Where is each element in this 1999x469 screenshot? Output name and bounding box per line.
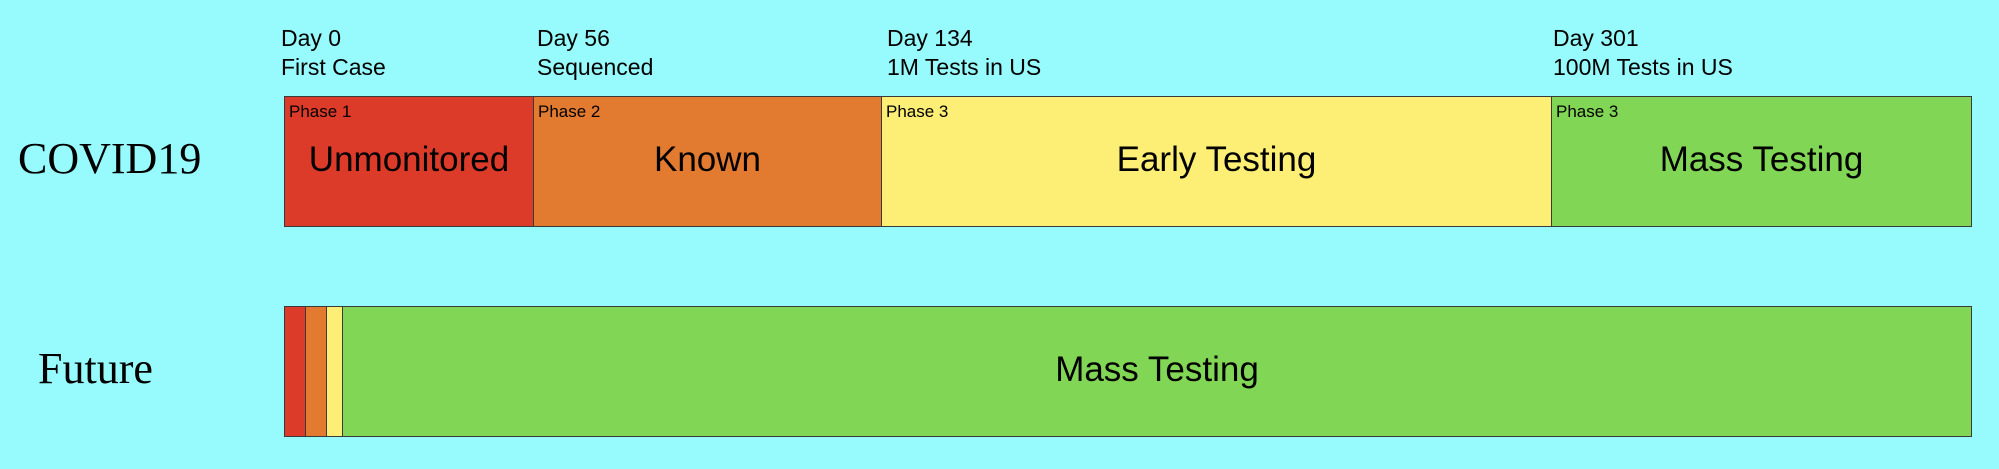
milestone-event-label: First Case [281,54,386,80]
future-timeline-bar: Mass Testing [284,306,1972,437]
milestone-day-label: Day 56 [537,25,610,51]
phase-tag: Phase 3 [886,102,949,121]
phase-name: Early Testing [1116,140,1317,179]
phase-tag: Phase 3 [1556,102,1619,121]
phase-segment-known [306,307,327,436]
phase-name: Mass Testing [1055,350,1259,389]
milestone-day-label: Day 0 [281,25,342,51]
milestone-day-label: Day 301 [1553,25,1639,51]
milestone-day-0: Day 0 First Case [281,24,386,82]
phase-segment-mass-testing: Phase 3 Mass Testing [1552,97,1971,226]
phase-segment-mass-testing: Mass Testing [343,307,1971,436]
phase-segment-known: Phase 2 Known [534,97,882,226]
phase-segment-unmonitored: Phase 1 Unmonitored [285,97,534,226]
milestone-day-301: Day 301 100M Tests in US [1553,24,1733,82]
covid19-timeline-bar: Phase 1 Unmonitored Phase 2 Known Phase … [284,96,1972,227]
row-label-future: Future [38,344,153,393]
phase-name: Mass Testing [1659,140,1864,179]
phase-name: Unmonitored [308,140,510,179]
phase-name: Known [653,140,762,179]
milestone-day-label: Day 134 [887,25,973,51]
milestone-event-label: Sequenced [537,54,654,80]
milestone-day-134: Day 134 1M Tests in US [887,24,1041,82]
row-label-covid19: COVID19 [18,134,202,183]
phase-tag: Phase 1 [289,102,352,121]
milestone-event-label: 1M Tests in US [887,54,1042,80]
phase-segment-early-testing: Phase 3 Early Testing [882,97,1552,226]
phase-segment-early-testing [327,307,343,436]
milestone-day-56: Day 56 Sequenced [537,24,653,82]
milestone-event-label: 100M Tests in US [1553,54,1733,80]
phase-tag: Phase 2 [538,102,601,121]
phase-segment-unmonitored [285,307,306,436]
